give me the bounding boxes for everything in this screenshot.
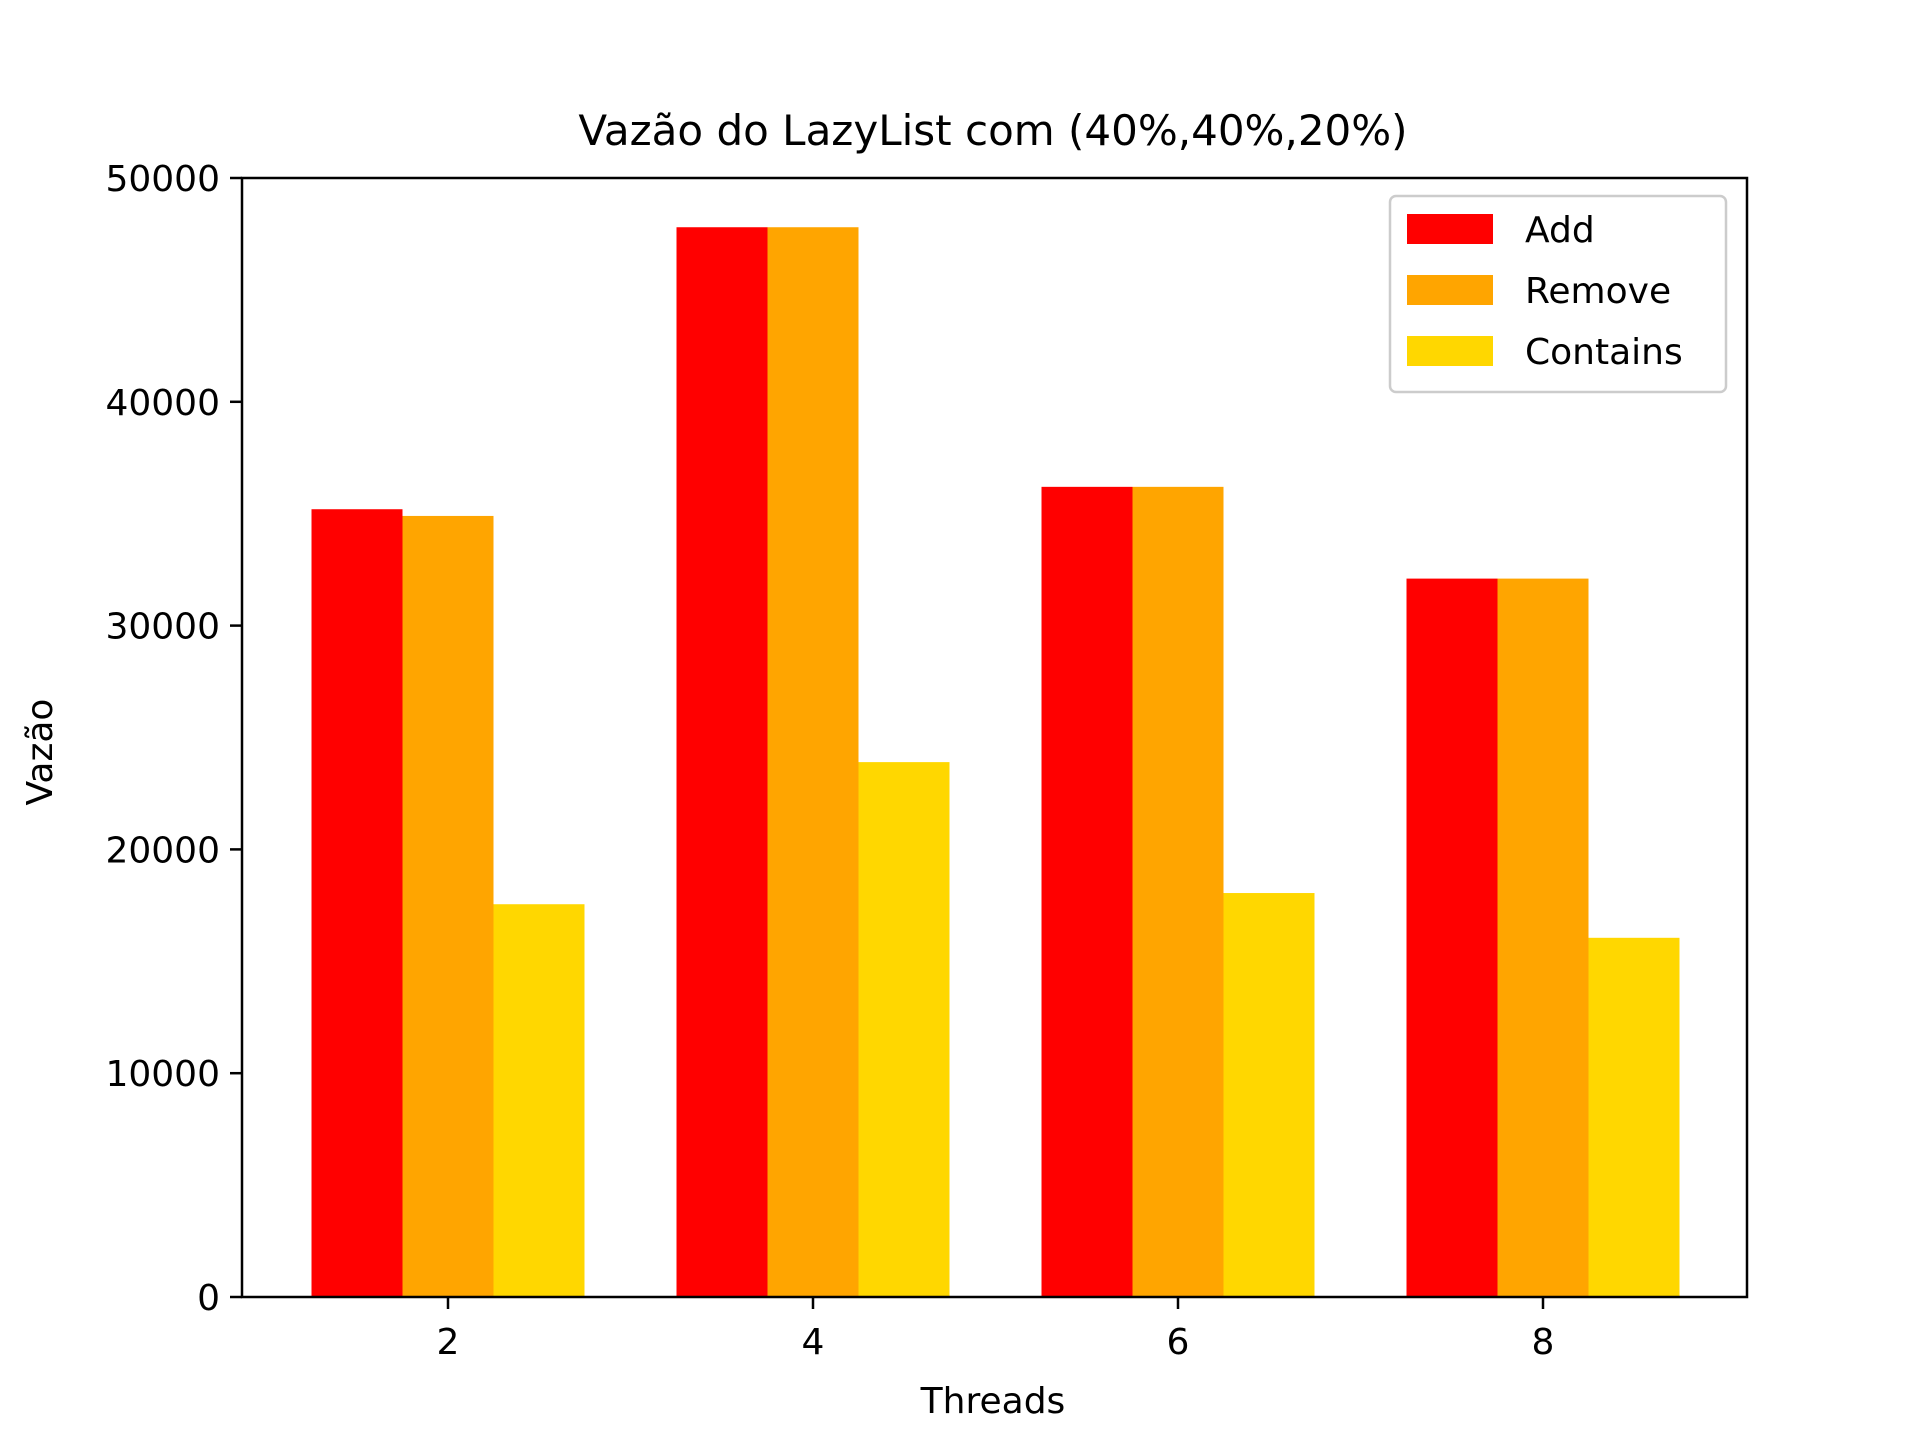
y-axis-label: Vazão: [20, 699, 61, 806]
x-tick-label: 2: [437, 1322, 460, 1363]
legend: Add Remove Contains: [1388, 194, 1728, 394]
x-tick-label: 4: [802, 1322, 825, 1363]
bar-remove-2: [402, 515, 494, 1297]
bar-add-6: [1041, 486, 1133, 1297]
bar-contains-4: [858, 762, 950, 1297]
y-tick-label: 10000: [105, 1054, 220, 1095]
x-tick-label: 8: [1532, 1322, 1555, 1363]
x-tick-label: 6: [1167, 1322, 1190, 1363]
bar-contains-6: [1223, 893, 1315, 1297]
bar-add-2: [311, 509, 403, 1297]
x-axis-label: Threads: [920, 1381, 1066, 1422]
legend-swatch-remove: [1407, 275, 1493, 305]
y-tick-label: 20000: [105, 830, 220, 871]
legend-swatch-contains: [1407, 336, 1493, 366]
legend-label-add: Add: [1525, 210, 1595, 251]
bar-remove-6: [1132, 486, 1224, 1297]
y-tick-label: 30000: [105, 607, 220, 648]
y-tick-label: 50000: [105, 159, 220, 200]
chart-title: Vazão do LazyList com (40%,40%,20%): [578, 106, 1407, 155]
bar-remove-8: [1497, 578, 1589, 1297]
y-tick-label: 0: [197, 1278, 220, 1319]
bar-remove-4: [767, 227, 859, 1298]
bars-group: [311, 227, 1680, 1298]
legend-label-contains: Contains: [1525, 332, 1683, 373]
bar-contains-8: [1588, 937, 1680, 1297]
y-tick-label: 40000: [105, 383, 220, 424]
legend-label-remove: Remove: [1525, 271, 1671, 312]
bar-contains-2: [493, 904, 585, 1297]
legend-swatch-add: [1407, 214, 1493, 244]
bar-add-8: [1406, 578, 1498, 1297]
plot-frame: [240, 176, 1749, 1299]
bar-add-4: [676, 227, 768, 1298]
axes-group: 0 10000 20000 30000 40000 50000 2 4 6 8: [105, 159, 1749, 1363]
